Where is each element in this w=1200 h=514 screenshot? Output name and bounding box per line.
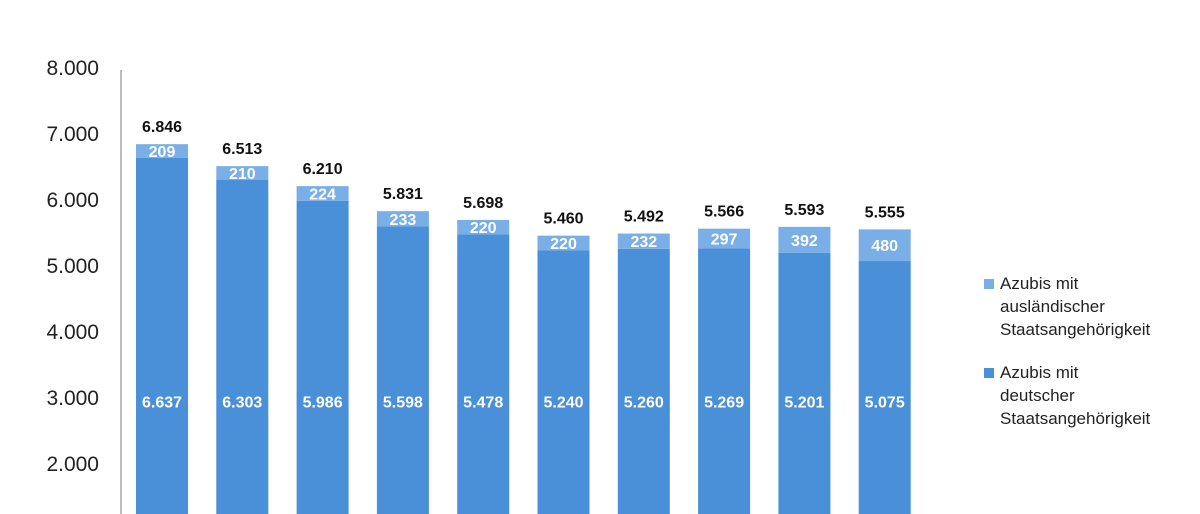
bar-german xyxy=(778,252,831,514)
bar-foreign xyxy=(296,186,349,201)
data-label-german: 6.637 xyxy=(142,394,182,411)
data-label-german: 5.478 xyxy=(463,394,503,411)
data-label-foreign: 220 xyxy=(550,236,577,253)
data-label-german: 5.986 xyxy=(303,394,343,411)
legend-label-german-line1: Azubis mit xyxy=(1000,363,1079,382)
data-label-foreign: 480 xyxy=(871,238,898,255)
legend-item-german: Azubis mit deutscher Staatsangehörigkeit xyxy=(984,361,1194,430)
y-tick-label: 8.000 xyxy=(46,57,99,80)
y-tick-label: 6.000 xyxy=(46,189,99,212)
bar-foreign xyxy=(537,235,590,251)
data-label-german: 5.598 xyxy=(383,394,423,411)
bar-foreign xyxy=(376,211,429,227)
data-label-german: 5.260 xyxy=(624,394,664,411)
data-label-german: 5.075 xyxy=(865,394,905,411)
legend-label-german-line2: deutscher xyxy=(1000,386,1075,405)
bar-german xyxy=(858,261,911,514)
bar-foreign xyxy=(136,144,188,158)
y-tick-label: 2.000 xyxy=(46,453,99,476)
legend-item-foreign: Azubis mit ausländischer Staatsangehörig… xyxy=(984,272,1194,341)
data-label-total: 5.555 xyxy=(865,204,905,221)
data-label-total: 5.566 xyxy=(704,204,744,221)
bar-german xyxy=(296,200,349,514)
data-label-foreign: 233 xyxy=(390,212,417,229)
bar-foreign xyxy=(698,228,751,249)
data-label-foreign: 232 xyxy=(630,234,657,251)
data-label-total: 5.460 xyxy=(543,211,583,228)
bars xyxy=(136,144,911,514)
legend: Azubis mit ausländischer Staatsangehörig… xyxy=(984,272,1194,450)
data-labels: 6.637 209 6.846 6.303 210 6.513 5.986 224 6.210 5… xyxy=(142,119,905,411)
data-label-total: 5.698 xyxy=(463,195,503,212)
y-tick-label: 3.000 xyxy=(46,387,99,410)
data-label-total: 6.210 xyxy=(303,161,343,178)
bar-foreign xyxy=(457,219,510,235)
legend-label-foreign-line1: Azubis mit xyxy=(1000,274,1079,293)
bar-german xyxy=(617,248,670,514)
data-label-foreign: 297 xyxy=(711,231,738,248)
data-label-total: 5.831 xyxy=(383,186,423,203)
legend-label-foreign-line3: Staatsangehörigkeit xyxy=(1000,320,1151,339)
y-axis: 2.000 3.000 4.000 5.000 6.000 7.000 8.000 xyxy=(46,57,122,514)
bar-foreign xyxy=(778,226,831,253)
bar-german xyxy=(376,226,429,514)
legend-swatch-foreign xyxy=(984,279,994,289)
data-label-total: 6.846 xyxy=(142,119,182,136)
data-label-foreign: 210 xyxy=(229,166,256,183)
bar-german xyxy=(457,234,510,514)
data-label-foreign: 220 xyxy=(470,220,497,237)
data-label-foreign: 224 xyxy=(309,187,336,204)
data-label-total: 5.593 xyxy=(784,202,824,219)
legend-swatch-german xyxy=(984,368,994,378)
legend-label-german-line3: Staatsangehörigkeit xyxy=(1000,409,1151,428)
bar-german xyxy=(537,250,590,514)
data-label-foreign: 209 xyxy=(149,144,176,161)
data-label-german: 6.303 xyxy=(222,394,262,411)
data-label-total: 6.513 xyxy=(222,141,262,158)
bar-german xyxy=(216,180,269,514)
bar-foreign xyxy=(617,233,670,249)
y-tick-label: 5.000 xyxy=(46,255,99,278)
y-tick-label: 4.000 xyxy=(46,321,99,344)
bar-foreign xyxy=(858,229,911,262)
bar-foreign xyxy=(216,166,269,181)
legend-label-foreign-line2: ausländischer xyxy=(1000,297,1105,316)
data-label-foreign: 392 xyxy=(791,233,818,250)
y-tick-label: 7.000 xyxy=(46,123,99,146)
data-label-german: 5.201 xyxy=(784,394,824,411)
bar-german xyxy=(136,157,188,514)
data-label-german: 5.269 xyxy=(704,394,744,411)
data-label-total: 5.492 xyxy=(624,209,664,226)
data-label-german: 5.240 xyxy=(543,394,583,411)
bar-german xyxy=(698,248,751,514)
